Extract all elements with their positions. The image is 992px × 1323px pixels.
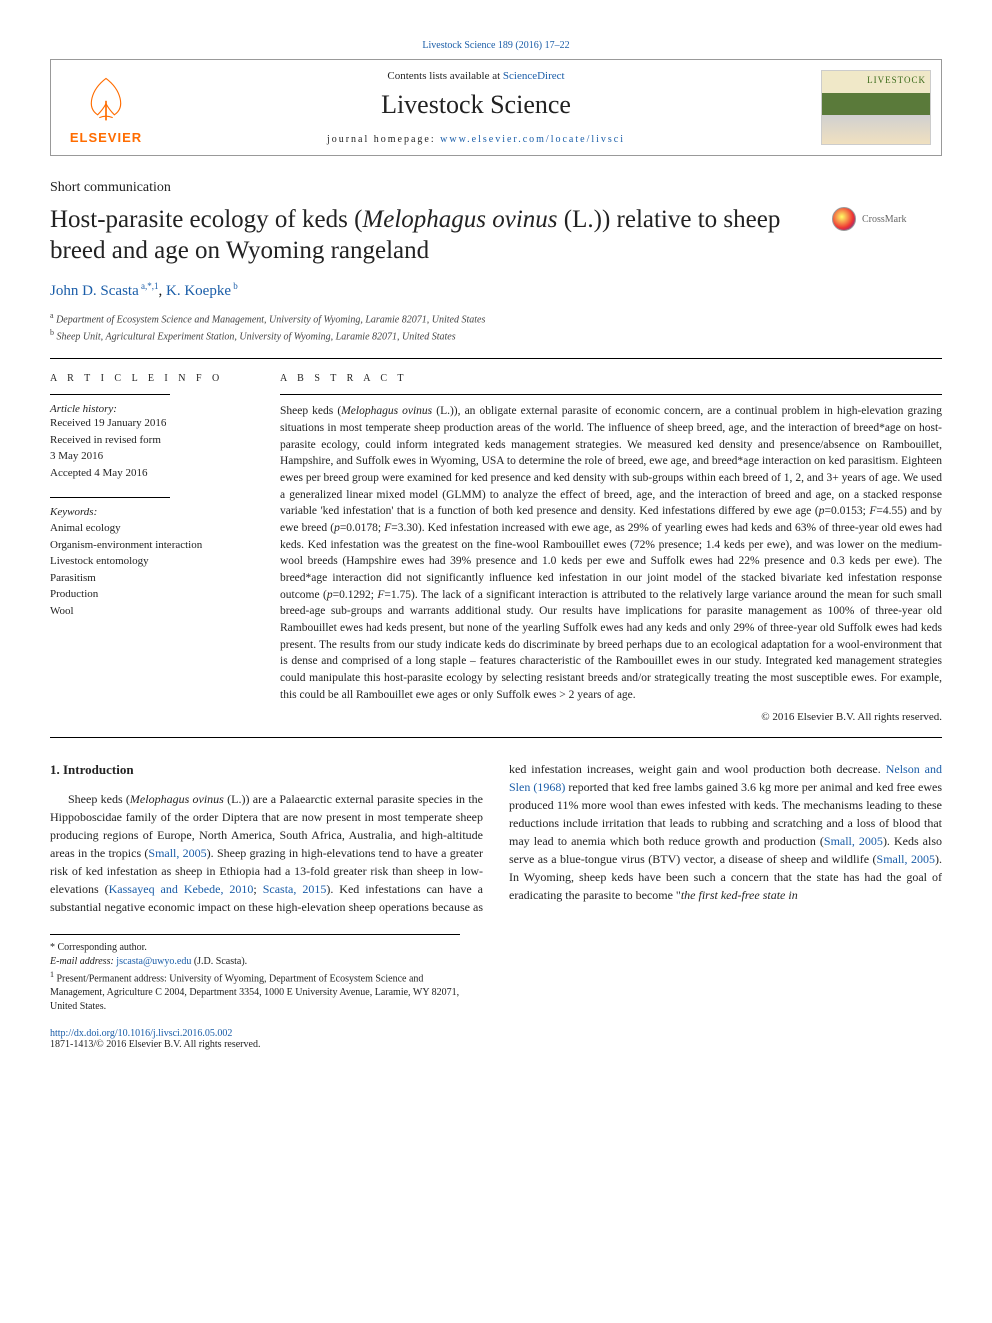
history-line: 3 May 2016 bbox=[50, 448, 250, 465]
elsevier-wordmark: ELSEVIER bbox=[70, 130, 142, 145]
footnotes: * Corresponding author. E-mail address: … bbox=[50, 934, 460, 1014]
citation-link[interactable]: Small, 2005 bbox=[824, 834, 883, 848]
p-quote: the first ked-free state in bbox=[681, 888, 798, 902]
citation-link[interactable]: Small, 2005 bbox=[148, 846, 206, 860]
homepage-prefix: journal homepage: bbox=[327, 134, 440, 145]
keyword: Organism-environment interaction bbox=[50, 537, 250, 554]
email-label: E-mail address: bbox=[50, 956, 116, 967]
author-1-sup: a,*,1 bbox=[139, 281, 159, 291]
abs-species: Melophagus ovinus bbox=[341, 405, 432, 417]
crossmark-icon bbox=[832, 207, 856, 231]
keyword: Production bbox=[50, 586, 250, 603]
title-species: Melophagus ovinus bbox=[362, 206, 557, 233]
crossmark-button[interactable]: CrossMark bbox=[832, 204, 942, 234]
homepage-link[interactable]: www.elsevier.com/locate/livsci bbox=[440, 134, 625, 145]
aff-b-sup: b bbox=[50, 328, 54, 337]
cover-title: LIVESTOCK bbox=[867, 75, 926, 85]
article-info-heading: A R T I C L E I N F O bbox=[50, 373, 250, 384]
author-2-sup: b bbox=[231, 281, 238, 291]
email-post: (J.D. Scasta). bbox=[191, 956, 247, 967]
corresponding-author: * Corresponding author. bbox=[50, 941, 460, 955]
citation-link[interactable]: Kassayeq and Kebede, 2010 bbox=[109, 882, 254, 896]
body-divider bbox=[50, 737, 942, 738]
email-link[interactable]: jscasta@uwyo.edu bbox=[116, 956, 191, 967]
doi-link[interactable]: http://dx.doi.org/10.1016/j.livsci.2016.… bbox=[50, 1028, 232, 1039]
abs-t: =0.0153; bbox=[825, 505, 870, 517]
history-lines: Received 19 January 2016 Received in rev… bbox=[50, 415, 250, 481]
abs-t: Sheep keds ( bbox=[280, 405, 341, 417]
abs-t: =1.75). The lack of a significant intera… bbox=[280, 589, 942, 701]
history-label: Article history: bbox=[50, 403, 250, 415]
abstract-heading: A B S T R A C T bbox=[280, 373, 942, 384]
keyword: Livestock entomology bbox=[50, 553, 250, 570]
keyword: Animal ecology bbox=[50, 520, 250, 537]
abs-t: =0.0178; bbox=[340, 522, 384, 534]
article-type: Short communication bbox=[50, 180, 942, 196]
elsevier-tree-icon bbox=[71, 70, 141, 126]
abstract-rule bbox=[280, 394, 942, 395]
contents-line: Contents lists available at ScienceDirec… bbox=[171, 70, 781, 82]
issn-copyright: 1871-1413/© 2016 Elsevier B.V. All right… bbox=[50, 1039, 942, 1050]
affiliation-a: a Department of Ecosystem Science and Ma… bbox=[50, 310, 942, 327]
intro-paragraph: Sheep keds (Melophagus ovinus (L.)) are … bbox=[50, 760, 942, 916]
aff-a-sup: a bbox=[50, 311, 54, 320]
history-line: Received 19 January 2016 bbox=[50, 415, 250, 432]
keyword: Parasitism bbox=[50, 570, 250, 587]
email-line: E-mail address: jscasta@uwyo.edu (J.D. S… bbox=[50, 955, 460, 969]
citation-link[interactable]: Scasta, 2015 bbox=[263, 882, 327, 896]
divider-rule bbox=[50, 358, 942, 359]
article-info-column: A R T I C L E I N F O Article history: R… bbox=[50, 373, 250, 723]
keywords-label: Keywords: bbox=[50, 506, 250, 518]
p-text: Sheep keds ( bbox=[68, 792, 130, 806]
journal-name: Livestock Science bbox=[171, 90, 781, 120]
section-heading-intro: 1. Introduction bbox=[50, 760, 483, 780]
body-text: 1. Introduction Sheep keds (Melophagus o… bbox=[50, 760, 942, 916]
citation-link[interactable]: Livestock Science 189 (2016) 17–22 bbox=[422, 40, 569, 51]
keywords-list: Animal ecology Organism-environment inte… bbox=[50, 520, 250, 619]
author-1-link[interactable]: John D. Scasta bbox=[50, 283, 139, 299]
sciencedirect-link[interactable]: ScienceDirect bbox=[503, 70, 565, 82]
p-species: Melophagus ovinus bbox=[130, 792, 224, 806]
footnote-1: 1 Present/Permanent address: University … bbox=[50, 969, 460, 1014]
abstract-copyright: © 2016 Elsevier B.V. All rights reserved… bbox=[280, 711, 942, 723]
abstract-column: A B S T R A C T Sheep keds (Melophagus o… bbox=[280, 373, 942, 723]
abstract-text: Sheep keds (Melophagus ovinus (L.)), an … bbox=[280, 403, 942, 703]
info-rule bbox=[50, 497, 170, 498]
affiliation-b: b Sheep Unit, Agricultural Experiment St… bbox=[50, 327, 942, 344]
author-sep: , bbox=[159, 283, 167, 299]
running-head-citation: Livestock Science 189 (2016) 17–22 bbox=[50, 40, 942, 51]
affiliations: a Department of Ecosystem Science and Ma… bbox=[50, 310, 942, 345]
footer-meta: http://dx.doi.org/10.1016/j.livsci.2016.… bbox=[50, 1028, 942, 1050]
aff-a-text: Department of Ecosystem Science and Mana… bbox=[56, 314, 485, 325]
crossmark-label: CrossMark bbox=[862, 214, 906, 225]
keyword: Wool bbox=[50, 603, 250, 620]
homepage-line: journal homepage: www.elsevier.com/locat… bbox=[171, 134, 781, 145]
p-text: ; bbox=[253, 882, 262, 896]
citation-link[interactable]: Small, 2005 bbox=[877, 852, 935, 866]
journal-header-box: ELSEVIER Contents lists available at Sci… bbox=[50, 59, 942, 156]
contents-prefix: Contents lists available at bbox=[387, 70, 502, 82]
author-2-link[interactable]: K. Koepke bbox=[166, 283, 231, 299]
footnote-1-text: Present/Permanent address: University of… bbox=[50, 973, 459, 1012]
aff-b-text: Sheep Unit, Agricultural Experiment Stat… bbox=[57, 331, 456, 342]
title-pre: Host-parasite ecology of keds ( bbox=[50, 206, 362, 233]
authors-line: John D. Scasta a,*,1, K. Koepke b bbox=[50, 281, 942, 300]
history-line: Accepted 4 May 2016 bbox=[50, 465, 250, 482]
abs-t: =0.1292; bbox=[333, 589, 378, 601]
article-title: Host-parasite ecology of keds (Melophagu… bbox=[50, 204, 810, 267]
info-rule bbox=[50, 394, 170, 395]
journal-cover-thumbnail: LIVESTOCK bbox=[821, 70, 931, 145]
abs-t: (L.)), an obligate external parasite of … bbox=[280, 405, 942, 517]
elsevier-logo: ELSEVIER bbox=[61, 70, 151, 145]
history-line: Received in revised form bbox=[50, 432, 250, 449]
